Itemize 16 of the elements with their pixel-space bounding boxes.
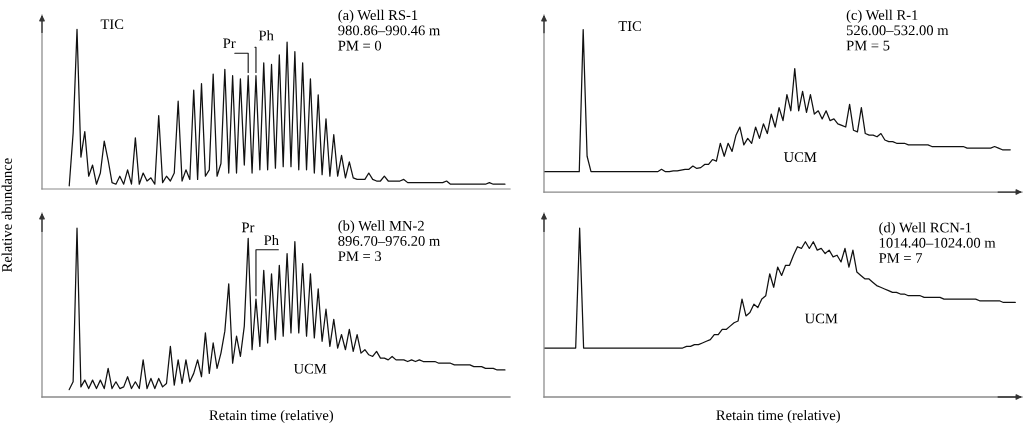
annotation: UCM <box>293 363 327 374</box>
annotation: (c) Well R-1 526.00–532.00 m PM = 5 <box>846 9 949 51</box>
x-axis-title: Retain time (relative) <box>716 409 840 424</box>
annotation: TIC <box>618 21 641 32</box>
annotation: UCM <box>783 152 817 163</box>
annotation: Ph <box>264 234 279 246</box>
annotation: (a) Well RS-1 980.86–990.46 m PM = 0 <box>338 9 441 51</box>
text: TIC <box>100 19 124 30</box>
annotation: UCM <box>804 313 838 324</box>
annotation: (d) Well RCN-1 1014.40–1024.00 m PM = 7 <box>879 222 996 263</box>
annotation: Ph <box>258 30 274 41</box>
y-axis-title: Relative abundance <box>1 158 12 272</box>
x-axis-title: Retain time (relative) <box>209 409 334 424</box>
annotation: Pr <box>241 222 255 233</box>
annotation: (b) Well MN-2 896.70–976.20 m PM = 3 <box>338 220 441 262</box>
annotation: Pr <box>223 38 236 49</box>
